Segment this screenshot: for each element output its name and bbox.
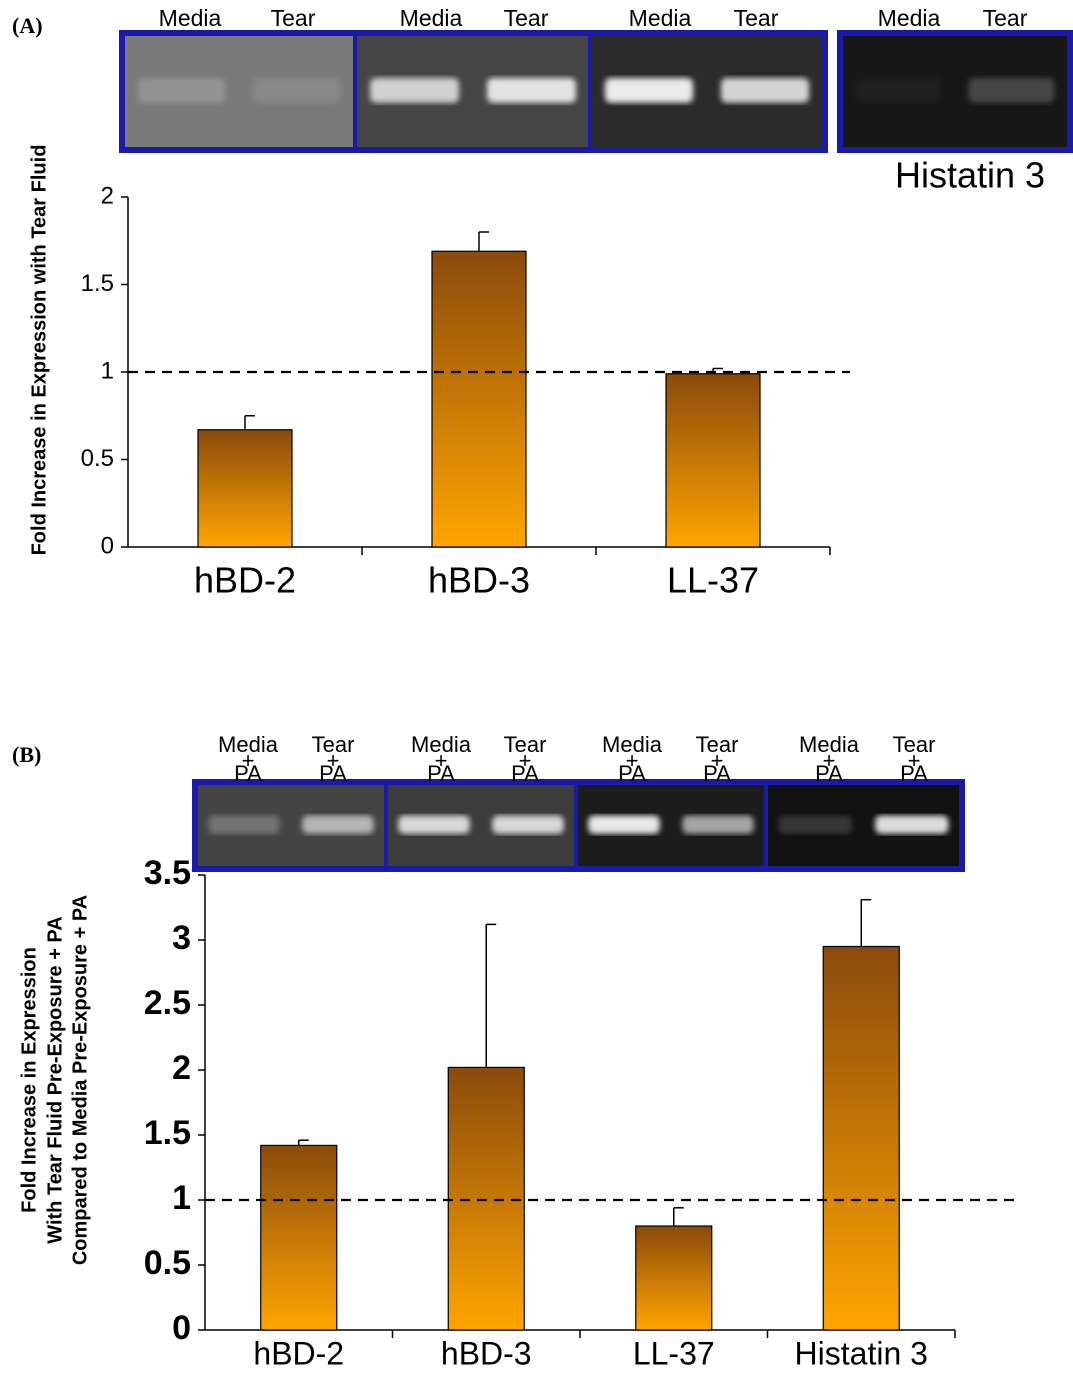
y-tick-label: 0.5 — [81, 445, 114, 472]
figure: (A) Media Tear Media Tear Media Tear Media Tear H… — [0, 0, 1073, 1373]
y-tick-label: 0 — [172, 1309, 191, 1347]
gel-band — [302, 816, 373, 834]
lane-label: Media — [629, 5, 692, 31]
bar — [823, 947, 899, 1331]
x-tick-label: hBD-3 — [428, 560, 530, 601]
y-axis-label: Fold Increase in Expression — [18, 947, 40, 1213]
y-tick-label: 1 — [101, 357, 114, 384]
y-tick-label: 1 — [172, 1179, 191, 1217]
y-tick-label: 3 — [172, 919, 191, 957]
lane-label: Tear — [734, 5, 779, 31]
gel-caption: Histatin 3 — [895, 155, 1045, 196]
gel-band — [969, 78, 1055, 103]
y-tick-label: 3.5 — [144, 854, 191, 892]
bar — [432, 251, 526, 547]
gel-band — [492, 816, 563, 834]
lane-label: Media — [878, 5, 941, 31]
gel-band — [856, 78, 942, 103]
gel-band — [370, 78, 459, 103]
x-tick-label: Histatin 3 — [795, 1335, 928, 1371]
lane-label: Media — [159, 5, 222, 31]
gel-band — [208, 816, 279, 834]
y-tick-label: 2 — [101, 182, 114, 209]
bar — [261, 1145, 337, 1330]
y-axis-label: Fold Increase in Expression with Tear Fl… — [28, 145, 50, 556]
bar — [448, 1067, 524, 1330]
gel-band — [721, 78, 809, 103]
y-tick-label: 1.5 — [81, 270, 114, 297]
lane-label: PA — [234, 761, 262, 786]
y-tick-label: 2.5 — [144, 984, 191, 1022]
gel-band — [605, 78, 693, 103]
gel-band — [398, 816, 469, 834]
gel-band — [682, 816, 753, 834]
x-tick-label: hBD-2 — [194, 560, 296, 601]
x-tick-label: hBD-2 — [253, 1335, 344, 1371]
x-tick-label: LL-37 — [633, 1335, 715, 1371]
gel-band — [779, 816, 852, 834]
lane-label: PA — [319, 761, 347, 786]
lane-label: Tear — [504, 5, 549, 31]
panel-label: (A) — [12, 13, 43, 38]
bar — [198, 430, 292, 547]
lane-label: PA — [815, 761, 843, 786]
y-axis-label: With Tear Fluid Pre-Exposure + PA — [44, 916, 66, 1243]
lane-label: Tear — [271, 5, 316, 31]
bar — [666, 374, 760, 547]
gel-band — [875, 816, 948, 834]
lane-label: PA — [900, 761, 928, 786]
x-tick-label: LL-37 — [667, 560, 759, 601]
y-axis-label: Compared to Media Pre-Exposure + PA — [69, 895, 91, 1265]
lane-label: Tear — [983, 5, 1028, 31]
y-tick-label: 1.5 — [144, 1114, 191, 1152]
lane-label: PA — [511, 761, 539, 786]
x-tick-label: hBD-3 — [441, 1335, 532, 1371]
gel-band — [253, 78, 340, 103]
lane-label: PA — [703, 761, 731, 786]
y-tick-label: 0 — [101, 532, 114, 559]
lane-label: PA — [618, 761, 646, 786]
panel-label: (B) — [12, 742, 41, 767]
gel-band — [487, 78, 576, 103]
gel-band — [138, 78, 225, 103]
y-tick-label: 2 — [172, 1049, 191, 1087]
lane-label: Media — [400, 5, 463, 31]
lane-label: PA — [427, 761, 455, 786]
bar — [636, 1226, 712, 1330]
gel-band — [588, 816, 659, 834]
y-tick-label: 0.5 — [144, 1244, 191, 1282]
